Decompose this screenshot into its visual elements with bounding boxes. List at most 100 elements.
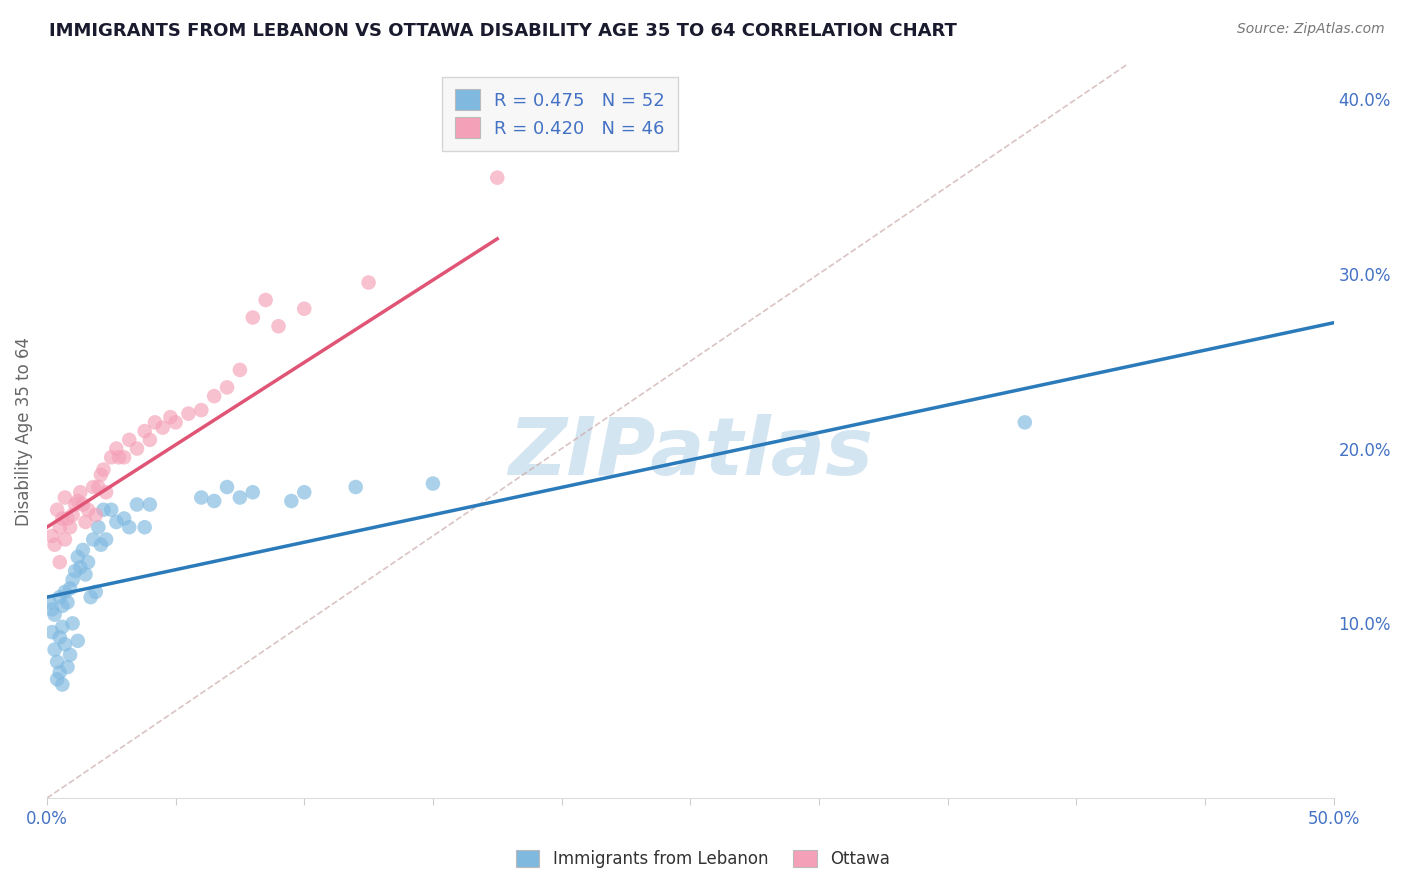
Point <box>51 511 73 525</box>
Point <box>292 301 315 316</box>
Point <box>41 625 63 640</box>
Point <box>59 520 82 534</box>
Point <box>357 276 380 290</box>
Point <box>215 480 238 494</box>
Point <box>202 494 225 508</box>
Point <box>94 533 117 547</box>
Text: IMMIGRANTS FROM LEBANON VS OTTAWA DISABILITY AGE 35 TO 64 CORRELATION CHART: IMMIGRANTS FROM LEBANON VS OTTAWA DISABI… <box>49 22 957 40</box>
Point <box>125 442 148 456</box>
Point <box>118 433 141 447</box>
Point <box>56 511 79 525</box>
Point <box>152 420 174 434</box>
Point <box>93 462 115 476</box>
Point <box>82 533 104 547</box>
Legend: R = 0.475   N = 52, R = 0.420   N = 46: R = 0.475 N = 52, R = 0.420 N = 46 <box>441 77 678 151</box>
Point <box>53 533 76 547</box>
Point <box>134 424 156 438</box>
Point <box>51 620 73 634</box>
Point <box>254 293 277 307</box>
Point <box>82 480 104 494</box>
Point <box>51 677 73 691</box>
Point <box>46 655 69 669</box>
Point <box>62 616 84 631</box>
Point <box>90 467 112 482</box>
Point <box>53 637 76 651</box>
Point <box>41 529 63 543</box>
Point <box>59 582 82 596</box>
Point <box>59 648 82 662</box>
Point <box>134 520 156 534</box>
Point <box>53 491 76 505</box>
Point <box>125 498 148 512</box>
Point <box>49 590 72 604</box>
Point <box>486 170 509 185</box>
Point <box>44 538 66 552</box>
Point <box>44 607 66 622</box>
Point <box>46 673 69 687</box>
Point <box>72 498 94 512</box>
Point <box>62 508 84 522</box>
Point <box>112 511 135 525</box>
Point <box>69 485 91 500</box>
Point <box>56 660 79 674</box>
Point <box>90 538 112 552</box>
Point <box>87 480 110 494</box>
Point <box>66 494 89 508</box>
Point <box>267 319 290 334</box>
Point <box>190 403 212 417</box>
Point <box>143 415 166 429</box>
Point <box>87 520 110 534</box>
Point <box>190 491 212 505</box>
Point <box>177 407 200 421</box>
Point <box>1014 415 1036 429</box>
Point <box>139 498 162 512</box>
Point <box>49 555 72 569</box>
Point <box>344 480 367 494</box>
Point <box>62 573 84 587</box>
Point <box>422 476 444 491</box>
Point <box>202 389 225 403</box>
Point <box>41 602 63 616</box>
Point <box>44 642 66 657</box>
Point <box>49 520 72 534</box>
Point <box>105 442 128 456</box>
Point <box>242 485 264 500</box>
Point <box>139 433 162 447</box>
Point <box>94 485 117 500</box>
Point <box>105 515 128 529</box>
Point <box>75 567 97 582</box>
Point <box>112 450 135 465</box>
Point <box>108 450 131 465</box>
Point <box>229 363 252 377</box>
Y-axis label: Disability Age 35 to 64: Disability Age 35 to 64 <box>15 336 32 525</box>
Point <box>215 380 238 394</box>
Point <box>84 508 107 522</box>
Text: Source: ZipAtlas.com: Source: ZipAtlas.com <box>1237 22 1385 37</box>
Point <box>229 491 252 505</box>
Point <box>46 502 69 516</box>
Point <box>51 599 73 613</box>
Point <box>77 502 100 516</box>
Point <box>77 555 100 569</box>
Point <box>66 633 89 648</box>
Point <box>63 564 86 578</box>
Point <box>79 590 101 604</box>
Text: ZIPatlas: ZIPatlas <box>508 414 873 492</box>
Point <box>100 450 122 465</box>
Point <box>100 502 122 516</box>
Point <box>49 631 72 645</box>
Point <box>242 310 264 325</box>
Point <box>38 595 60 609</box>
Point <box>84 585 107 599</box>
Point <box>165 415 187 429</box>
Point <box>63 498 86 512</box>
Point <box>69 560 91 574</box>
Point <box>93 502 115 516</box>
Point <box>280 494 302 508</box>
Point <box>118 520 141 534</box>
Point <box>72 543 94 558</box>
Point <box>292 485 315 500</box>
Point <box>56 595 79 609</box>
Point <box>159 410 181 425</box>
Legend: Immigrants from Lebanon, Ottawa: Immigrants from Lebanon, Ottawa <box>509 843 897 875</box>
